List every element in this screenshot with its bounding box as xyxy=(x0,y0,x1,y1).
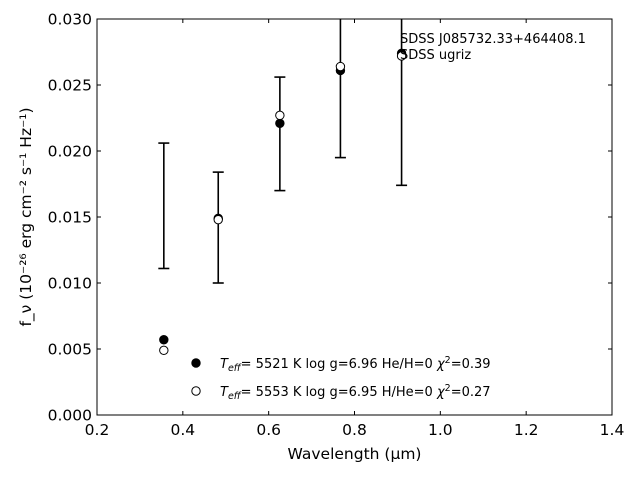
target-annotation: SDSS J085732.33+464408.1 xyxy=(400,32,586,47)
x-tick-label: 0.6 xyxy=(256,421,281,439)
y-tick-label: 0.025 xyxy=(48,77,92,95)
data-point-filled xyxy=(275,118,285,128)
legend-marker-open xyxy=(191,386,201,396)
legend-marker-filled xyxy=(191,358,201,368)
legend-entry-1: Teff= 5521 K log g=6.96 He/H=0 χ2=0.39 xyxy=(220,355,491,374)
y-tick-label: 0.010 xyxy=(48,275,92,293)
y-tick-label: 0.015 xyxy=(48,209,92,227)
legend: Teff= 5521 K log g=6.96 He/H=0 χ2=0.39 T… xyxy=(191,355,491,402)
data-point-open xyxy=(159,345,169,356)
data-point-filled xyxy=(159,335,169,345)
x-axis-ticks: 0.2 0.4 0.6 0.8 1.0 1.2 1.4 xyxy=(85,19,625,439)
y-tick-label: 0.000 xyxy=(48,407,92,425)
y-tick-label: 0.030 xyxy=(48,11,92,29)
x-tick-label: 0.2 xyxy=(85,421,110,439)
data-point-open xyxy=(275,110,285,121)
x-axis-label: Wavelength (μm) xyxy=(288,445,422,463)
x-tick-label: 0.4 xyxy=(171,421,196,439)
x-tick-label: 1.4 xyxy=(600,421,625,439)
y-tick-label: 0.020 xyxy=(48,143,92,161)
legend-entry-2: Teff= 5553 K log g=6.95 H/He=0 χ2=0.27 xyxy=(220,383,491,402)
data-points xyxy=(159,48,407,356)
filter-annotation: SDSS ugriz xyxy=(400,48,471,63)
data-point-open xyxy=(213,214,223,225)
y-tick-label: 0.005 xyxy=(48,341,92,359)
plot-area xyxy=(96,18,613,416)
y-axis-label: f_ν (10⁻²⁶ erg cm⁻² s⁻¹ Hz⁻¹) xyxy=(17,107,36,326)
x-tick-label: 1.0 xyxy=(428,421,453,439)
error-bars xyxy=(158,19,408,284)
x-tick-label: 0.8 xyxy=(342,421,367,439)
y-axis-ticks: 0.000 0.005 0.010 0.015 0.020 0.025 0.030 xyxy=(48,11,612,425)
data-point-open xyxy=(335,61,346,72)
data-point-open xyxy=(396,51,407,61)
x-tick-label: 1.2 xyxy=(514,421,539,439)
